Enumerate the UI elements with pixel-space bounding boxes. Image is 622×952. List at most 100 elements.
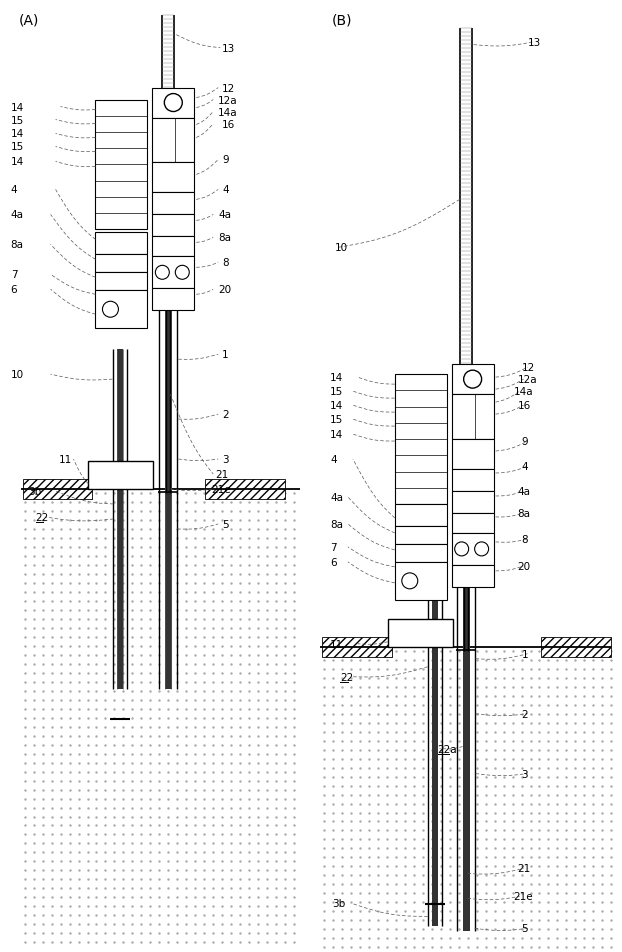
Text: 21: 21 [215, 469, 228, 480]
Text: 12: 12 [222, 84, 236, 93]
Text: 4a: 4a [330, 492, 343, 503]
Bar [388, 619, 453, 647]
Text: 4a: 4a [518, 486, 531, 496]
Bar [542, 637, 611, 657]
Bar [395, 545, 447, 563]
Bar [96, 233, 147, 255]
Bar [152, 289, 194, 311]
Bar [152, 237, 194, 257]
Text: 14: 14 [11, 129, 24, 139]
Text: 20: 20 [518, 562, 531, 571]
Bar [452, 565, 494, 587]
Bar [152, 257, 194, 289]
Text: 21e: 21e [514, 891, 533, 902]
Text: 3: 3 [222, 454, 229, 465]
Bar [452, 440, 494, 469]
Bar [320, 647, 615, 951]
Bar [452, 469, 494, 491]
Bar [21, 489, 300, 951]
Text: 11: 11 [58, 454, 72, 465]
Text: 2: 2 [222, 409, 229, 420]
Bar [96, 291, 147, 328]
Text: 14a: 14a [218, 108, 238, 117]
Text: 13: 13 [527, 37, 541, 48]
Text: 1: 1 [521, 649, 528, 659]
Text: 8a: 8a [518, 508, 531, 519]
Text: 6: 6 [11, 285, 17, 295]
Text: 12a: 12a [218, 95, 238, 106]
Bar [463, 534, 470, 931]
Text: 8: 8 [222, 258, 229, 268]
Text: 4: 4 [11, 186, 17, 195]
Text: 8a: 8a [11, 240, 24, 250]
Text: 22: 22 [35, 512, 49, 523]
Text: 16: 16 [222, 119, 236, 129]
Text: 20: 20 [218, 285, 231, 295]
Text: 9: 9 [521, 437, 528, 446]
Text: 14: 14 [11, 157, 24, 168]
Bar [152, 89, 194, 118]
Bar [452, 533, 494, 565]
Text: 6: 6 [330, 557, 337, 567]
Text: 10: 10 [335, 243, 348, 253]
Bar [432, 534, 438, 926]
Text: 4a: 4a [11, 210, 24, 220]
Bar [322, 637, 392, 657]
Text: 3b: 3b [332, 899, 345, 908]
Text: 15: 15 [330, 415, 343, 425]
Text: 1: 1 [222, 349, 229, 360]
Bar [96, 255, 147, 273]
Text: 3: 3 [521, 769, 528, 779]
Text: 8a: 8a [330, 520, 343, 529]
Text: 12a: 12a [518, 375, 537, 385]
Bar [395, 505, 447, 526]
Text: 3b: 3b [29, 486, 42, 496]
Text: 15: 15 [11, 115, 24, 126]
Text: 22: 22 [340, 672, 353, 682]
Text: 15: 15 [330, 387, 343, 397]
Text: 2: 2 [521, 709, 528, 719]
Bar [395, 526, 447, 545]
Text: 9: 9 [222, 155, 229, 166]
Bar [452, 491, 494, 513]
Text: 5: 5 [521, 923, 528, 933]
Text: 7: 7 [11, 270, 17, 280]
Text: 14: 14 [330, 373, 343, 383]
Bar [118, 349, 123, 689]
Bar [96, 101, 147, 230]
Bar [152, 215, 194, 237]
Text: 14: 14 [11, 103, 24, 112]
Text: (A): (A) [19, 13, 39, 28]
Text: 4: 4 [330, 454, 337, 465]
Bar [88, 462, 154, 489]
Text: 15: 15 [11, 143, 24, 152]
Bar [395, 375, 447, 505]
Text: 11: 11 [330, 639, 343, 649]
Bar [152, 193, 194, 215]
Text: 4: 4 [521, 462, 528, 471]
Text: 13: 13 [222, 44, 236, 53]
Text: 14a: 14a [514, 387, 533, 397]
Text: 8: 8 [521, 534, 528, 545]
Text: 21: 21 [518, 863, 531, 874]
Text: (B): (B) [332, 13, 353, 28]
Bar [152, 164, 194, 193]
Bar [165, 300, 172, 689]
Bar [395, 563, 447, 600]
Bar [205, 480, 285, 500]
Text: 14: 14 [330, 429, 343, 440]
Bar [22, 480, 93, 500]
Text: 14: 14 [330, 401, 343, 410]
Bar [152, 118, 194, 164]
Text: 22a: 22a [438, 744, 457, 754]
Text: 4: 4 [222, 186, 229, 195]
Text: 10: 10 [11, 369, 24, 380]
Text: 5: 5 [222, 520, 229, 529]
Text: 8a: 8a [218, 233, 231, 243]
Text: 4a: 4a [218, 210, 231, 220]
Bar [452, 365, 494, 395]
Bar [452, 395, 494, 440]
Text: 12: 12 [521, 363, 535, 373]
Text: 21e: 21e [211, 485, 231, 494]
Bar [452, 513, 494, 533]
